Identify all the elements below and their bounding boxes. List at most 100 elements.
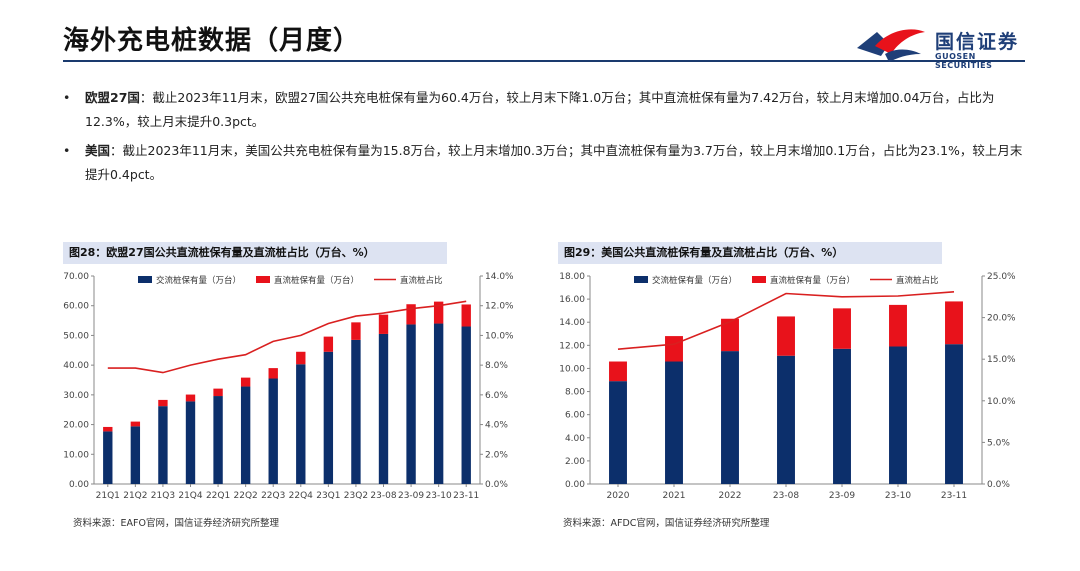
- bar-dc: [130, 421, 141, 427]
- bar-ac: [213, 396, 223, 484]
- bar-ac: [406, 324, 416, 484]
- x-tick-label: 23-09: [398, 491, 424, 501]
- bullet-label: 欧盟27国: [85, 90, 140, 105]
- legend-label-ratio: 直流桩占比: [400, 275, 443, 286]
- x-tick-label: 22Q3: [261, 491, 285, 501]
- legend-swatch-dc: [752, 276, 766, 283]
- bar-ac: [777, 355, 795, 484]
- bar-ac: [158, 406, 168, 484]
- bar-dc: [665, 336, 683, 362]
- bar-ac: [721, 351, 739, 484]
- y-tick-label-left: 4.00: [565, 434, 585, 444]
- bullet-dot: •: [63, 143, 71, 158]
- bar-ac: [433, 323, 444, 484]
- x-tick-label: 21Q1: [96, 491, 120, 501]
- x-tick-label: 22Q2: [234, 491, 258, 501]
- bar-ac: [296, 364, 306, 484]
- page-title: 海外充电桩数据（月度）: [63, 26, 361, 56]
- y-tick-label-left: 6.00: [565, 411, 585, 421]
- x-tick-label: 23-10: [885, 491, 911, 501]
- bar-ac: [833, 348, 851, 484]
- x-tick-label: 23-08: [773, 491, 799, 501]
- y-tick-label-left: 12.00: [559, 341, 585, 351]
- x-tick-label: 23Q2: [344, 491, 368, 501]
- bar-dc: [185, 394, 196, 402]
- y-tick-label-left: 10.00: [63, 450, 89, 460]
- y-tick-label-right: 12.0%: [485, 302, 514, 312]
- bar-dc: [406, 304, 416, 325]
- y-tick-label-right: 15.0%: [987, 355, 1016, 365]
- bar-dc: [296, 351, 306, 365]
- title-divider: [63, 60, 1025, 62]
- bar-dc: [721, 318, 739, 352]
- y-tick-label-right: 20.0%: [987, 314, 1016, 324]
- bar-ac: [351, 339, 361, 484]
- bullet-text: ：截止2023年11月末，美国公共充电桩保有量为15.8万台，较上月末增加0.3…: [85, 143, 1023, 182]
- bar-dc: [945, 301, 963, 345]
- legend-swatch-dc: [256, 276, 270, 283]
- chart28-source: 资料来源：EAFO官网，国信证券经济研究所整理: [73, 518, 279, 529]
- bar-dc: [213, 388, 223, 397]
- x-tick-label: 23-10: [426, 491, 452, 501]
- bullet-usa: • 美国：截止2023年11月末，美国公共充电桩保有量为15.8万台，较上月末增…: [63, 139, 1033, 187]
- y-tick-label-right: 5.0%: [987, 438, 1010, 448]
- x-tick-label: 23-09: [829, 491, 855, 501]
- chart28-eu-dc-chargers: 0.00 10.00 20.00 30.00 40.00 50.00 60.00 70.00 0…: [63, 272, 514, 501]
- legend-label-ratio: 直流桩占比: [896, 275, 939, 286]
- bar-dc: [889, 304, 907, 347]
- bar-dc: [268, 368, 278, 379]
- y-tick-label-left: 60.00: [63, 302, 89, 312]
- x-tick-label: 2022: [719, 491, 742, 501]
- y-tick-label-left: 50.00: [63, 331, 89, 341]
- logo-chinese-name: 国信证券: [935, 31, 1020, 53]
- legend-label-ac: 交流桩保有量（万台）: [652, 275, 737, 286]
- bullet-eu27: • 欧盟27国：截止2023年11月末，欧盟27国公共充电桩保有量为60.4万台…: [63, 86, 1033, 134]
- chart29-us-dc-chargers: 0.00 2.00 4.00 6.00 8.00 10.00 12.00 14.00 16.00…: [559, 272, 1016, 501]
- y-tick-label-right: 6.0%: [485, 391, 508, 401]
- x-tick-label: 23-08: [370, 491, 396, 501]
- x-tick-label: 22Q1: [206, 491, 230, 501]
- guosen-logo: 国信证券 GUOSEN SECURITIES: [855, 24, 1035, 70]
- y-tick-label-right: 2.0%: [485, 450, 508, 460]
- bar-dc: [323, 336, 334, 352]
- y-tick-label-left: 0.00: [69, 480, 89, 490]
- y-tick-label-left: 30.00: [63, 391, 89, 401]
- bar-dc: [461, 304, 471, 327]
- y-tick-label-right: 0.0%: [987, 480, 1010, 490]
- bar-dc: [240, 377, 251, 387]
- x-tick-label: 2021: [663, 491, 686, 501]
- bar-dc: [158, 399, 168, 407]
- bar-ac: [665, 361, 683, 484]
- bar-ac: [240, 386, 251, 484]
- bar-ac: [130, 426, 141, 484]
- y-tick-label-left: 16.00: [559, 295, 585, 305]
- bar-ac: [185, 401, 196, 484]
- logo-english-name: GUOSEN SECURITIES: [935, 52, 993, 70]
- bar-dc: [103, 426, 113, 432]
- y-tick-label-left: 0.00: [565, 480, 585, 490]
- y-tick-label-right: 0.0%: [485, 480, 508, 490]
- y-tick-label-right: 8.0%: [485, 361, 508, 371]
- legend-swatch-ac: [138, 276, 152, 283]
- bullet-text: ：截止2023年11月末，欧盟27国公共充电桩保有量为60.4万台，较上月末下降…: [85, 90, 995, 129]
- y-tick-label-right: 25.0%: [987, 272, 1016, 282]
- bar-ac: [378, 333, 389, 484]
- y-tick-label-right: 10.0%: [987, 397, 1016, 407]
- chart28-title: 图28：欧盟27国公共直流桩保有量及直流桩占比（万台、%）: [63, 242, 447, 264]
- bullet-dot: •: [63, 90, 71, 105]
- y-tick-label-left: 18.00: [559, 272, 585, 282]
- chart29-source: 资料来源：AFDC官网，国信证券经济研究所整理: [563, 518, 770, 529]
- ratio-line: [617, 291, 955, 350]
- x-tick-label: 23-11: [453, 491, 479, 501]
- x-tick-label: 23-11: [941, 491, 967, 501]
- legend-label-ac: 交流桩保有量（万台）: [156, 275, 241, 286]
- legend-swatch-ac: [634, 276, 648, 283]
- bar-ac: [268, 378, 278, 484]
- bar-ac: [945, 344, 963, 484]
- bar-dc: [433, 301, 444, 324]
- y-tick-label-left: 2.00: [565, 457, 585, 467]
- x-tick-label: 21Q2: [123, 491, 147, 501]
- bar-dc: [833, 308, 851, 349]
- bar-dc: [777, 316, 795, 356]
- y-tick-label-right: 4.0%: [485, 421, 508, 431]
